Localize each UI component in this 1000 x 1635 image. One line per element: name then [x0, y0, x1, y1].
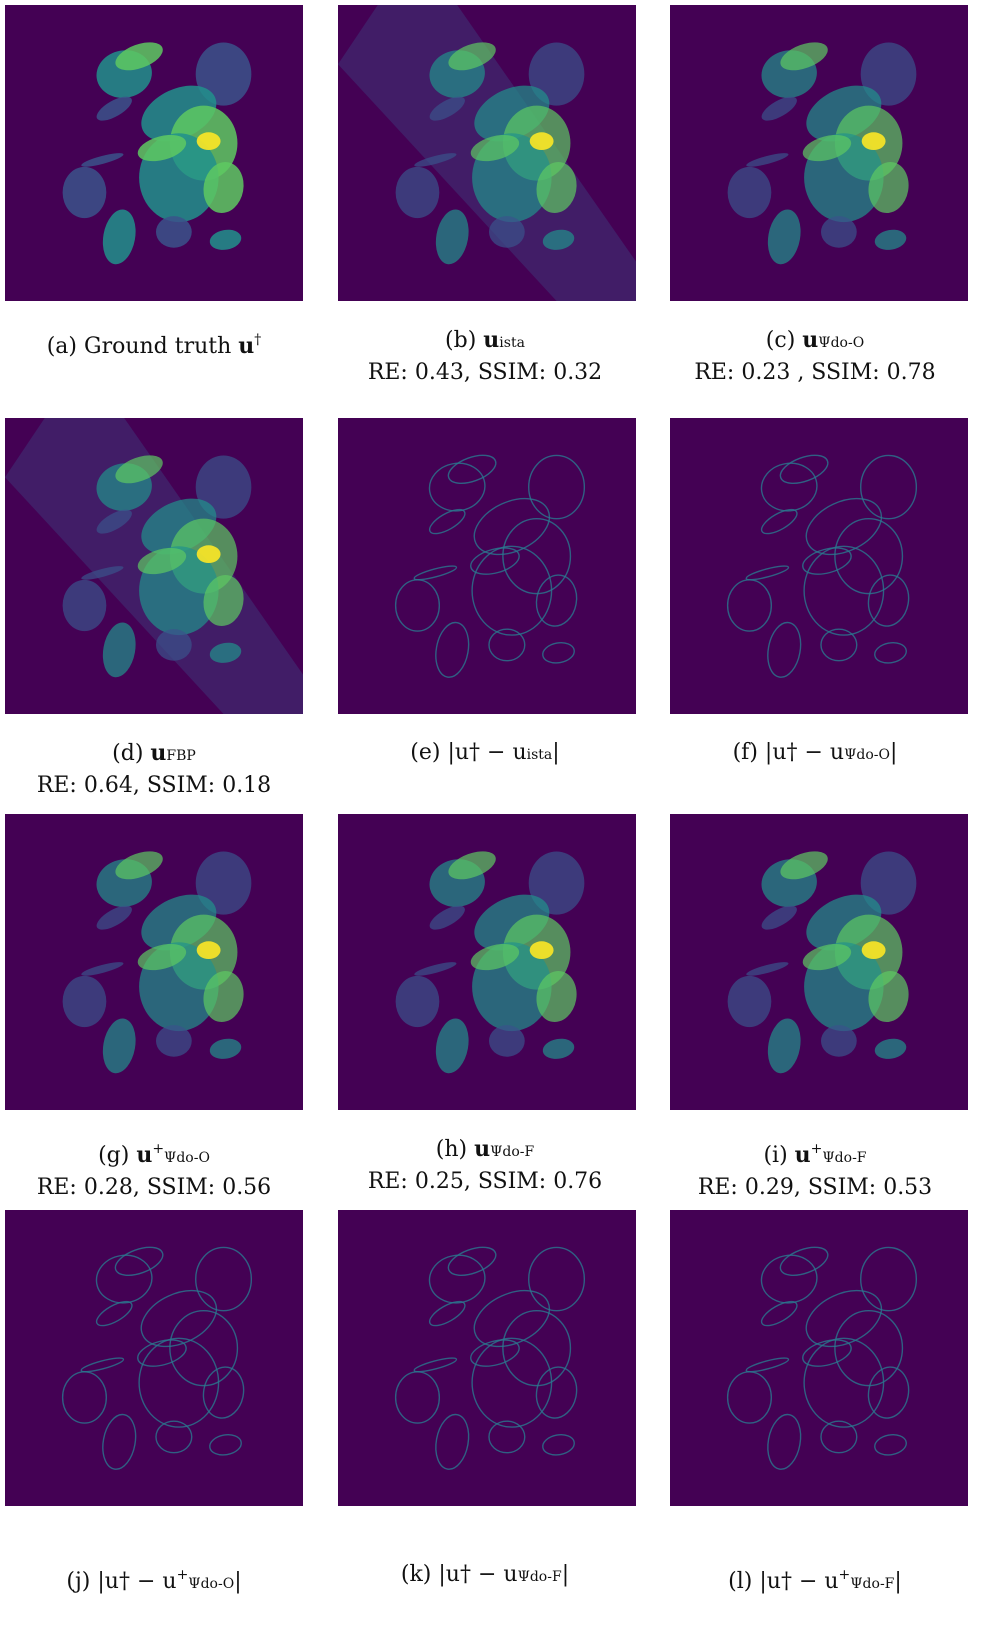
image-a [5, 5, 303, 301]
image-f [670, 418, 968, 714]
caption-f: (f) |u† − uΨdo-O| [732, 740, 898, 765]
caption-k: (k) |u† − uΨdo-F| [400, 1562, 570, 1587]
caption-c: (c) uΨdo-O RE: 0.23 , SSIM: 0.78 [694, 327, 936, 385]
image-e [338, 418, 636, 714]
image-b [338, 5, 636, 301]
caption-i: (i) u+Ψdo-F RE: 0.29, SSIM: 0.53 [697, 1141, 933, 1200]
image-k [338, 1210, 636, 1506]
caption-g: (g) u+Ψdo-O RE: 0.28, SSIM: 0.56 [36, 1141, 272, 1200]
image-h [338, 814, 636, 1110]
caption-d: (d) uFBP RE: 0.64, SSIM: 0.18 [36, 740, 272, 798]
image-l [670, 1210, 968, 1506]
caption-h: (h) uΨdo-F RE: 0.25, SSIM: 0.76 [367, 1136, 603, 1194]
caption-a: (a) Ground truth u† [46, 332, 262, 359]
image-i [670, 814, 968, 1110]
image-c [670, 5, 968, 301]
caption-b: (b) uista RE: 0.43, SSIM: 0.32 [367, 327, 603, 385]
image-g [5, 814, 303, 1110]
caption-j: (j) |u† − u+Ψdo-O| [66, 1567, 242, 1594]
caption-e: (e) |u† − uista| [410, 740, 560, 765]
caption-l: (l) |u† − u+Ψdo-F| [728, 1567, 902, 1594]
image-d [5, 418, 303, 714]
image-j [5, 1210, 303, 1506]
